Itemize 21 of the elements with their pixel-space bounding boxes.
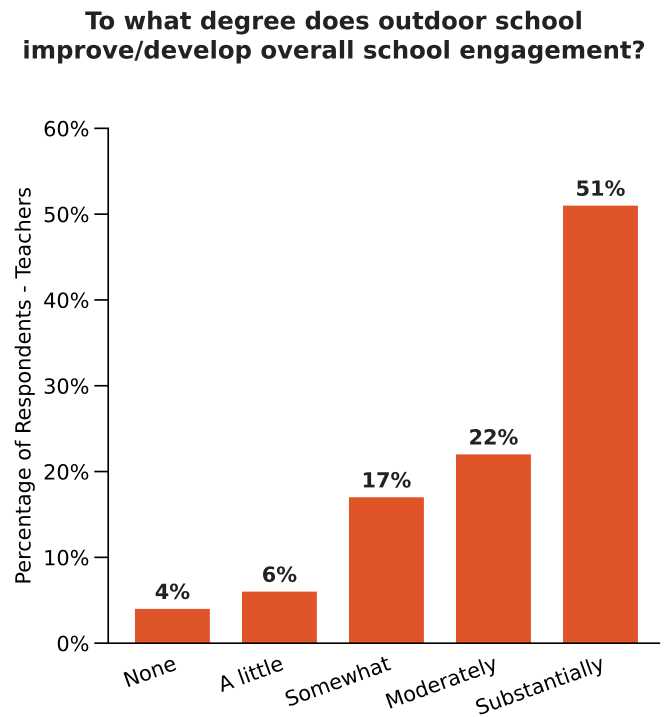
y-tick-label: 0% <box>58 636 88 652</box>
x-tick-label: A little <box>216 654 284 692</box>
data-label: 6% <box>263 566 296 582</box>
chart-title: To what degree does outdoor school improve/develop overall school engagement? <box>24 10 644 64</box>
y-tick-label: 20% <box>44 464 88 480</box>
data-label: 51% <box>577 180 625 196</box>
data-label: 4% <box>156 583 190 600</box>
y-tick-label: 30% <box>44 378 88 394</box>
y-tick-label: 60% <box>44 120 88 137</box>
x-tick-label: None <box>123 655 177 688</box>
y-axis-title: Percentage of Respondents - Teachers <box>14 188 35 582</box>
bar <box>348 497 424 644</box>
y-tick-label: 50% <box>44 206 88 222</box>
y-tick-label: 10% <box>45 550 88 566</box>
data-label: 22% <box>470 429 518 445</box>
bar <box>242 592 317 644</box>
bar <box>456 454 531 644</box>
bar <box>563 206 638 644</box>
bar <box>134 608 210 644</box>
data-label: 17% <box>364 472 411 488</box>
y-tick-label: 40% <box>44 292 88 308</box>
